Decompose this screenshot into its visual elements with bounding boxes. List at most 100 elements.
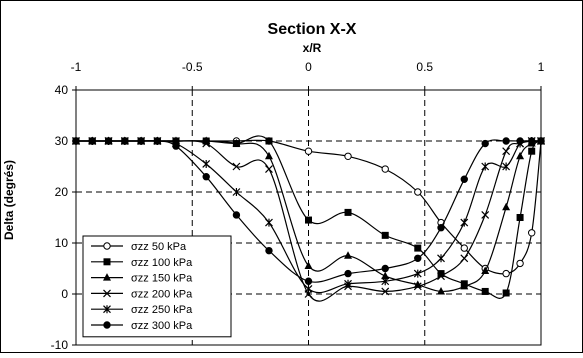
series-1-point xyxy=(414,188,422,196)
legend-marker xyxy=(103,242,111,250)
series-6-point xyxy=(88,137,96,145)
series-4-point xyxy=(460,254,469,263)
series-4-point xyxy=(381,287,390,296)
y-tick-label: 20 xyxy=(55,185,69,199)
x-tick-label: -0.5 xyxy=(182,60,203,74)
series-4-point xyxy=(265,165,273,173)
series-3-point xyxy=(232,139,241,147)
y-tick-label: -10 xyxy=(51,338,69,352)
y-tick-label: 0 xyxy=(61,287,68,301)
series-2-point xyxy=(481,287,489,295)
series-3-point xyxy=(437,286,446,295)
series-3-point xyxy=(381,271,390,280)
series-5-point xyxy=(304,284,313,293)
legend-marker xyxy=(103,273,111,281)
legend-label: σzz 200 kPa xyxy=(131,288,193,300)
series-1-point xyxy=(502,269,510,278)
series-4-point xyxy=(202,139,211,148)
series-5-point xyxy=(437,254,445,263)
series-5-point xyxy=(460,218,469,227)
series-6-point xyxy=(502,137,510,145)
series-5-point xyxy=(232,188,241,196)
legend-label: σzz 50 kPa xyxy=(131,241,187,253)
series-2-point xyxy=(265,137,273,145)
series-1-point xyxy=(528,229,536,237)
legend-label: σzz 300 kPa xyxy=(131,320,193,332)
series-6-point xyxy=(202,173,210,181)
series-2-point xyxy=(414,244,422,252)
plot-area: -10 0 10 20 30 40-1 -0.5 0 0.5 1 σzz 50 kPa σzz 100… xyxy=(51,60,545,352)
series-6-point xyxy=(414,254,422,262)
series-2-point xyxy=(305,216,312,224)
legend-label: σzz 150 kPa xyxy=(131,273,193,285)
series-6-point xyxy=(437,224,445,232)
series-3-point xyxy=(460,281,469,290)
plot-border xyxy=(75,89,542,346)
series-6-point xyxy=(265,246,273,255)
series-5-point xyxy=(413,269,422,278)
legend-marker xyxy=(103,289,111,298)
x-tick-label: 1 xyxy=(538,60,545,74)
series-6-point xyxy=(537,137,545,145)
y-axis-title: Delta (degrés) xyxy=(2,160,16,240)
series-4-point xyxy=(232,162,241,171)
series-2-point xyxy=(502,289,510,297)
y-tick-label: 30 xyxy=(55,134,69,148)
legend-label: σzz 100 kPa xyxy=(131,257,193,269)
series-6-point xyxy=(172,142,180,150)
series-2-point xyxy=(344,208,352,216)
legend-marker xyxy=(103,305,111,314)
series-5-point xyxy=(202,159,211,168)
series-6-point xyxy=(344,269,352,278)
series-1-point xyxy=(304,147,313,155)
series-4-point xyxy=(502,147,511,156)
x-axis-title: x/R xyxy=(303,41,322,55)
series-6-point xyxy=(232,211,241,219)
series-3-point xyxy=(344,251,353,259)
x-tick-label: 0.5 xyxy=(416,60,433,74)
series-1-point xyxy=(460,244,468,252)
x-tick-label: -1 xyxy=(71,60,82,74)
series-2-point xyxy=(528,147,536,155)
series-5-point xyxy=(502,162,511,171)
x-tick-label: 0 xyxy=(305,60,312,74)
series-4-point xyxy=(413,282,422,291)
legend-box xyxy=(82,235,232,338)
series-2-point xyxy=(516,214,524,221)
chart-title: Section X-X xyxy=(268,21,357,38)
legend-marker xyxy=(103,321,111,329)
series-6-point xyxy=(304,277,313,285)
series-3-point xyxy=(304,261,313,269)
series-6-point xyxy=(460,175,468,183)
series-3-point xyxy=(516,151,525,160)
series-5-point xyxy=(344,279,352,288)
series-3-point xyxy=(481,266,490,275)
series-6-point xyxy=(516,137,524,145)
series-6-point xyxy=(153,137,162,145)
series-6-point xyxy=(481,139,489,148)
series-3-point xyxy=(502,202,511,211)
series-1-point xyxy=(381,165,389,173)
series-2-point xyxy=(437,270,445,278)
y-tick-label: 10 xyxy=(55,236,69,250)
series-6-point xyxy=(121,137,129,145)
series-5-point xyxy=(265,218,273,227)
series-4-point xyxy=(437,272,445,281)
series-5-point xyxy=(481,162,490,171)
series-1-point xyxy=(516,259,524,268)
series-6-point xyxy=(528,137,536,145)
y-tick-label: 40 xyxy=(55,83,69,97)
series-5-point xyxy=(381,277,390,286)
series-6-point xyxy=(72,137,80,145)
series-6-point xyxy=(137,137,145,145)
series-3-point xyxy=(264,151,273,160)
series-6-point xyxy=(104,137,113,145)
series-6-point xyxy=(381,264,389,273)
series-4-point xyxy=(481,211,490,219)
legend-label: σzz 250 kPa xyxy=(131,304,193,316)
series-1-point xyxy=(344,152,352,161)
legend-marker xyxy=(103,258,111,266)
series-2-point xyxy=(381,231,389,239)
